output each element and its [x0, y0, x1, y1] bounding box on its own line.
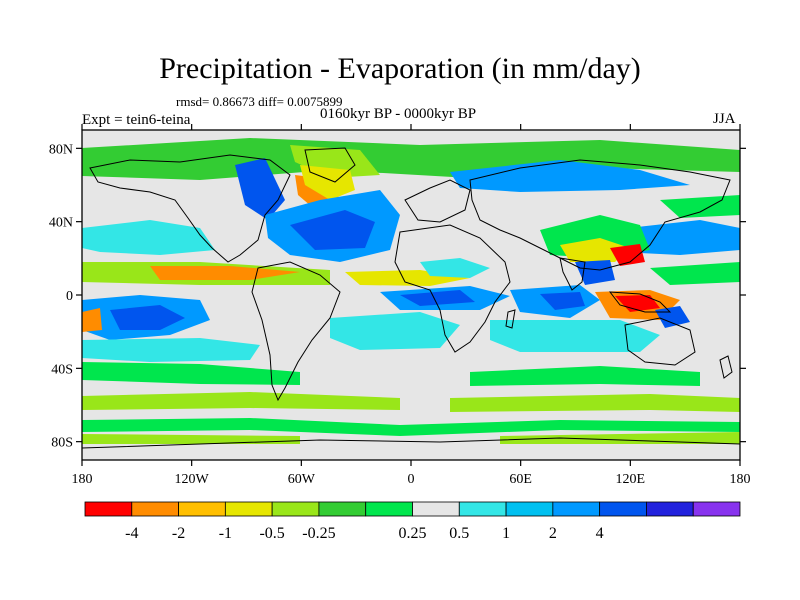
colorbar-swatch [505, 501, 554, 517]
field-siberia-blue [450, 160, 690, 192]
coast-greenland [304, 147, 356, 183]
field-antarctic-green [82, 418, 740, 436]
lon-tick-label: 60E [509, 472, 532, 487]
colorbar-swatch [646, 501, 694, 517]
colorbar-label: -1 [219, 525, 232, 542]
field-south-green2 [470, 366, 700, 386]
stats-text: rmsd= 0.86673 diff= 0.0075899 [176, 94, 343, 109]
colorbar-swatch [224, 501, 273, 517]
field-north-canada-blue [235, 158, 285, 220]
coast-madagascar [505, 309, 516, 329]
field-itcz-orange [150, 266, 300, 280]
colorbar-label: -4 [125, 525, 138, 542]
colorbar-label: 4 [596, 525, 604, 542]
field-npacific-cyan [82, 220, 215, 255]
colorbar-label: 2 [549, 525, 557, 542]
field-africa-cyan [420, 258, 490, 278]
data-field [82, 130, 740, 460]
colorbar-swatch [271, 501, 320, 517]
field-south-lightgreen2 [450, 394, 740, 412]
colorbar-label: 1 [502, 525, 510, 542]
colorbar-label: -2 [172, 525, 185, 542]
colorbar-swatch [84, 501, 133, 517]
colorbar-swatch [365, 501, 413, 517]
period-label: 0160kyr BP - 0000kyr BP [320, 106, 477, 122]
lon-tick-label: 120W [175, 472, 210, 487]
colorbar-swatch [412, 501, 460, 517]
field-s-indian-cyan [490, 320, 660, 352]
coast-europe [404, 179, 471, 223]
colorbar-label: 0.5 [449, 525, 469, 542]
coast-india [559, 257, 586, 291]
coast-new-zealand [719, 355, 733, 379]
colorbar-swatch [692, 501, 741, 517]
coastlines [82, 147, 740, 449]
field-se-pacific-cyan [82, 338, 260, 362]
field-pacific-eq-green [650, 262, 740, 285]
lat-tick-label: 40N [49, 216, 73, 231]
field-north-atlantic-deepblue [290, 210, 375, 250]
field-asia-yellow [560, 238, 630, 262]
field-eq-atlantic-deepblue [400, 290, 475, 306]
field-asia-red [610, 244, 645, 266]
field-south-lightgreen [82, 392, 400, 410]
colorbar-swatch [178, 501, 226, 517]
field-s-atlantic-cyan [330, 312, 460, 350]
lon-tick-label: 180 [730, 472, 751, 487]
field-india-blue [575, 260, 615, 285]
colorbar-swatch [599, 501, 647, 517]
lat-tick-label: 80S [51, 436, 73, 451]
coast-antarctica [82, 437, 740, 449]
colorbar-label: 0.25 [399, 525, 427, 542]
field-sp-orange [82, 308, 102, 332]
lat-tick-label: 40S [51, 362, 73, 377]
lon-tick-label: 180 [72, 472, 93, 487]
colorbar-swatch [131, 501, 179, 517]
colorbar-label: -0.5 [259, 525, 284, 542]
lat-tick-label: 0 [66, 289, 73, 304]
field-antarctic-lightgreen2 [500, 432, 740, 444]
coast-africa [394, 224, 511, 353]
colorbar-swatch [458, 501, 507, 517]
field-south-green [82, 362, 300, 385]
colorbar: -4 -2 -1 -0.5 -0.25 0.25 0.5 1 2 4 [84, 501, 741, 542]
figure-title: Precipitation - Evaporation (in mm/day) [159, 52, 641, 85]
lon-tick-label: 60W [288, 472, 316, 487]
colorbar-swatch [552, 501, 601, 517]
map-axes: 80N 40N 0 40S 80S 180 120W 60W 0 60E 120E 180 [49, 124, 751, 487]
experiment-label: Expt = tein6-teina [82, 112, 191, 128]
coast-indonesia [608, 291, 672, 313]
field-indonesia-red [615, 295, 660, 312]
field-eq-pacific-deepblue [110, 305, 185, 330]
coast-australia [624, 317, 696, 366]
colorbar-swatch [318, 501, 367, 517]
coast-north-america [89, 154, 291, 263]
coast-asia [469, 159, 731, 271]
colorbar-label: -0.25 [302, 525, 335, 542]
field-antarctic-lightgreen [82, 434, 300, 444]
lon-tick-label: 0 [408, 472, 415, 487]
lon-tick-label: 120E [616, 472, 646, 487]
lat-tick-label: 80N [49, 142, 73, 157]
coast-south-america [251, 261, 341, 402]
field-indian-ocean-deepblue [540, 292, 585, 310]
season-label: JJA [713, 111, 736, 127]
